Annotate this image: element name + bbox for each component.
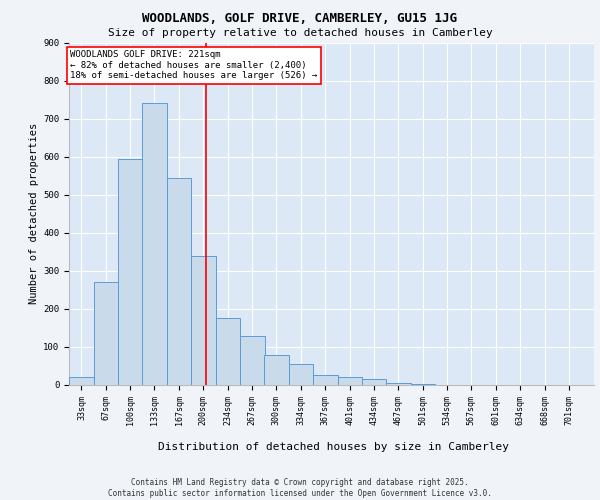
Bar (289, 364, 313, 385)
Text: Size of property relative to detached houses in Camberley: Size of property relative to detached ho… (107, 28, 493, 38)
Bar (94, 282, 118, 385)
Bar (69, 378, 94, 385)
Bar (118, 158, 143, 385)
Bar (142, 104, 167, 385)
Bar (313, 376, 338, 385)
Bar (240, 336, 265, 385)
Text: Distribution of detached houses by size in Camberley: Distribution of detached houses by size … (158, 442, 509, 452)
Text: WOODLANDS GOLF DRIVE: 221sqm
← 82% of detached houses are smaller (2,400)
18% of: WOODLANDS GOLF DRIVE: 221sqm ← 82% of de… (70, 50, 318, 80)
Y-axis label: Number of detached properties: Number of detached properties (29, 123, 39, 304)
Bar (386, 383, 410, 385)
Bar (338, 378, 362, 385)
Bar (167, 178, 191, 385)
Bar (264, 354, 289, 385)
Bar (216, 318, 241, 385)
Text: WOODLANDS, GOLF DRIVE, CAMBERLEY, GU15 1JG: WOODLANDS, GOLF DRIVE, CAMBERLEY, GU15 1… (143, 12, 458, 26)
Bar (362, 380, 386, 385)
Text: Contains HM Land Registry data © Crown copyright and database right 2025.
Contai: Contains HM Land Registry data © Crown c… (108, 478, 492, 498)
Bar (191, 256, 215, 385)
Bar (411, 384, 436, 385)
